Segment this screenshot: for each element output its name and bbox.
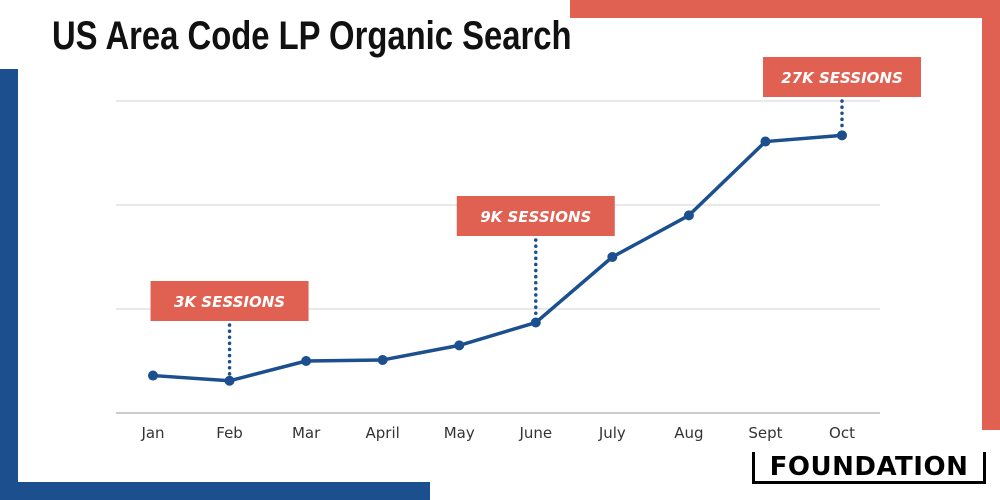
annotation-box bbox=[763, 57, 921, 97]
chart-title: US Area Code LP Organic Search bbox=[52, 14, 572, 58]
x-tick-label: Mar bbox=[292, 424, 321, 442]
red-frame-top bbox=[570, 0, 1000, 18]
x-tick-label: Oct bbox=[829, 424, 855, 442]
blue-frame-bottom bbox=[0, 482, 430, 500]
data-point bbox=[530, 317, 541, 328]
x-tick-label: Sept bbox=[748, 424, 782, 442]
series-line bbox=[152, 133, 843, 383]
x-tick-label: Feb bbox=[216, 424, 243, 442]
data-point bbox=[607, 252, 618, 262]
annotation-box bbox=[456, 196, 615, 236]
x-tick-label: June bbox=[518, 424, 552, 442]
annotation-label: 3K SESSIONS bbox=[174, 293, 285, 311]
foundation-logo: FOUNDATION bbox=[752, 452, 986, 484]
annotation-label: 27K SESSIONS bbox=[781, 69, 903, 87]
x-tick-label: May bbox=[444, 424, 475, 442]
x-tick-label: April bbox=[366, 424, 400, 442]
data-point bbox=[837, 130, 847, 141]
data-point bbox=[760, 136, 771, 147]
annotation-box bbox=[150, 281, 309, 321]
data-point bbox=[148, 370, 158, 381]
data-point bbox=[224, 375, 235, 386]
data-point bbox=[683, 210, 694, 221]
blue-frame-left bbox=[0, 69, 18, 500]
x-tick-label: Jan bbox=[140, 424, 164, 442]
x-tick-label: July bbox=[598, 424, 626, 442]
data-point bbox=[301, 356, 312, 366]
x-tick-label: Aug bbox=[674, 424, 703, 442]
data-point bbox=[454, 340, 465, 351]
data-point bbox=[377, 354, 388, 365]
red-frame-right bbox=[982, 0, 1000, 430]
annotation-label: 9K SESSIONS bbox=[480, 208, 591, 226]
